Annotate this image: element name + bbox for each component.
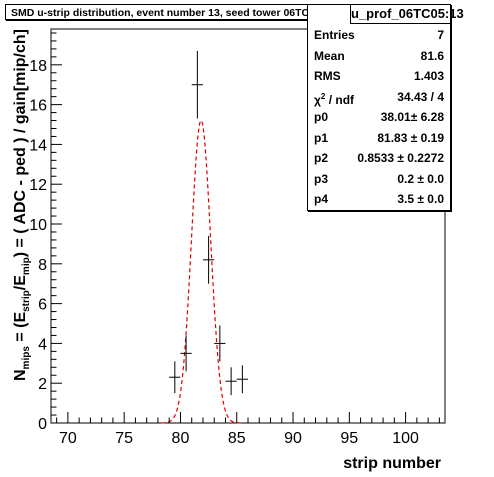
stats-row-p0: p0 38.01± 6.28 <box>314 107 444 127</box>
stats-row-p2: p2 0.8533 ± 0.2272 <box>314 148 444 168</box>
chart-title: SMD u-strip distribution, event number 1… <box>5 4 345 20</box>
x-tick-label: 85 <box>228 430 246 447</box>
data-point <box>191 50 203 119</box>
fit-curve <box>161 119 244 424</box>
y-tick-label: 6 <box>38 297 47 314</box>
data-point <box>236 365 248 394</box>
x-tick-label: 100 <box>392 430 419 447</box>
stats-value: 7 <box>437 28 444 42</box>
stats-key: p2 <box>314 151 329 165</box>
stats-row-rms: RMS 1.403 <box>314 66 444 86</box>
stats-value: 81.6 <box>420 48 444 63</box>
stats-row-p1: p1 81.83 ± 0.19 <box>314 128 444 148</box>
stats-key: p4 <box>314 192 329 206</box>
stats-box: u_prof_06TC05:13 Entries 7 Mean 81.6 RMS 1.40… <box>307 4 464 211</box>
x-tick-label: 90 <box>284 430 302 447</box>
stats-value: 81.83 ± 0.19 <box>377 130 444 145</box>
data-point <box>202 235 215 284</box>
stats-value: 38.01± 6.28 <box>380 110 444 124</box>
stats-key: p0 <box>314 110 329 124</box>
stats-key: Entries <box>314 28 355 42</box>
stats-value: 3.5 ± 0.0 <box>397 192 444 206</box>
data-point <box>214 325 226 362</box>
y-tick-label: 2 <box>38 376 47 393</box>
stats-row-p3: p3 0.2 ± 0.0 <box>314 169 444 189</box>
x-tick-label: 95 <box>340 430 358 447</box>
stats-key: p1 <box>314 130 329 145</box>
stats-row-chi2: χ2 / ndf 34.43 / 4 <box>314 87 444 107</box>
stats-row-mean: Mean 81.6 <box>314 46 444 66</box>
stats-key: Mean <box>314 48 345 63</box>
y-axis-label: Nmips = (Estrip/Emip) = ( ADC - ped ) / … <box>12 29 32 381</box>
stats-key: χ2 / ndf <box>314 91 355 107</box>
y-tick-label: 12 <box>29 177 47 194</box>
stats-value: 1.403 <box>413 69 444 83</box>
stats-key: RMS <box>314 69 341 83</box>
y-tick-label: 18 <box>29 58 47 75</box>
y-tick-label: 0 <box>38 416 47 433</box>
stats-value: 0.2 ± 0.0 <box>397 171 444 186</box>
data-point <box>225 367 237 396</box>
stats-value: 34.43 / 4 <box>397 89 444 104</box>
y-tick-label: 4 <box>38 336 47 353</box>
stats-key: p3 <box>314 171 329 186</box>
x-tick-label: 80 <box>172 430 190 447</box>
y-tick-label: 14 <box>29 137 47 154</box>
y-tick-label: 10 <box>29 217 47 234</box>
x-axis-label: strip number <box>343 455 441 472</box>
x-tick-label: 70 <box>59 430 77 447</box>
y-tick-label: 16 <box>29 98 47 115</box>
stats-value: 0.8533 ± 0.2272 <box>357 151 444 165</box>
stats-row-entries: Entries 7 <box>314 25 444 45</box>
x-tick-label: 75 <box>115 430 133 447</box>
data-point <box>180 335 192 372</box>
stats-title: u_prof_06TC05:13 <box>350 5 464 24</box>
y-tick-label: 8 <box>38 257 47 274</box>
stats-row-p4: p4 3.5 ± 0.0 <box>314 189 444 209</box>
data-point <box>169 361 181 394</box>
